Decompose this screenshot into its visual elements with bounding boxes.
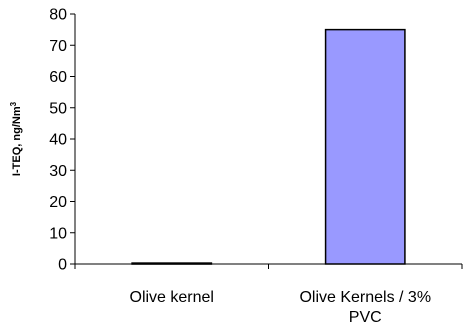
x-category-label-line: PVC <box>349 309 382 326</box>
y-tick-label: 50 <box>49 100 67 117</box>
bars <box>131 28 406 265</box>
y-tick-label: 60 <box>49 69 67 86</box>
y-axis-title-text: I-TEQ, ng/Nm <box>11 106 23 176</box>
y-tick-label: 0 <box>58 257 67 274</box>
y-axis-title-superscript: 3 <box>9 101 18 106</box>
bar <box>131 262 213 265</box>
y-tick-label: 40 <box>49 132 67 149</box>
x-category-label: Olive Kernels / 3% PVC <box>299 289 431 326</box>
x-category-label-line: Olive kernel <box>130 289 214 306</box>
x-category-label-line: Olive Kernels / 3% <box>299 289 431 306</box>
y-tick-label: 10 <box>49 225 67 242</box>
x-category-label: Olive kernel <box>130 289 214 306</box>
y-tick-label: 70 <box>49 38 67 55</box>
y-axis: 0 10 20 30 40 50 60 70 80 <box>49 7 76 274</box>
y-tick-label: 20 <box>49 194 67 211</box>
y-tick-label: 80 <box>49 7 67 24</box>
y-axis-title: I-TEQ, ng/Nm3 <box>9 101 24 176</box>
bar <box>324 28 406 265</box>
y-tick-label: 30 <box>49 163 67 180</box>
category-labels: Olive kernel Olive Kernels / 3% PVC <box>130 289 432 326</box>
